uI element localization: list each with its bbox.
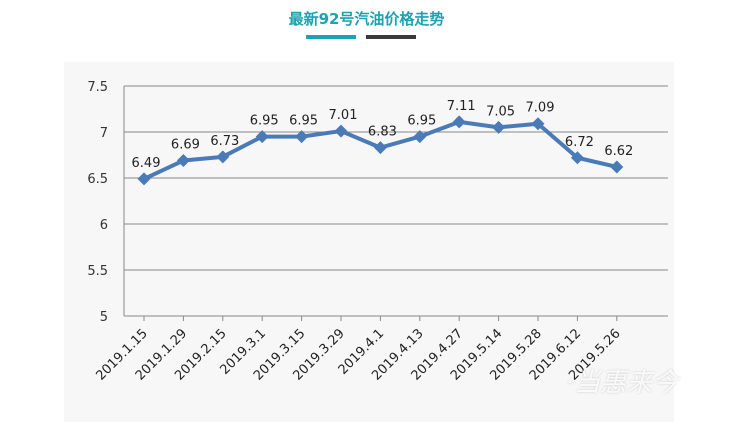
y-tick-label: 5	[100, 310, 108, 325]
data-label: 6.83	[368, 125, 397, 140]
title-underline-dark	[366, 35, 416, 39]
data-label: 6.62	[604, 144, 633, 159]
data-label: 6.73	[210, 134, 239, 149]
y-tick-label: 5.5	[87, 264, 108, 279]
data-label: 6.69	[171, 138, 200, 153]
data-point	[373, 141, 387, 155]
data-label: 6.95	[407, 114, 436, 129]
data-label: 6.95	[289, 114, 318, 129]
y-tick-label: 7.5	[87, 80, 108, 95]
data-label: 7.11	[447, 99, 476, 114]
data-point	[610, 160, 624, 174]
data-point	[570, 151, 584, 165]
y-tick-label: 6	[100, 218, 108, 233]
data-label: 6.49	[132, 156, 161, 171]
title-underline-accent	[306, 35, 356, 39]
chart-background	[64, 62, 674, 422]
data-point	[413, 130, 427, 144]
y-tick-label: 7	[100, 126, 108, 141]
data-point	[176, 154, 190, 168]
data-point	[216, 150, 230, 164]
watermark: ·当惠来今	[566, 368, 679, 398]
data-point	[492, 120, 506, 134]
data-label: 7.01	[329, 108, 358, 123]
data-label: 7.09	[526, 101, 555, 116]
data-point	[295, 130, 309, 144]
data-point	[255, 130, 269, 144]
chart-title: 最新92号汽油价格走势	[288, 10, 445, 28]
data-point	[531, 117, 545, 131]
data-label: 6.72	[565, 135, 594, 150]
y-tick-label: 6.5	[87, 172, 108, 187]
data-point	[452, 115, 466, 129]
data-label: 6.95	[250, 114, 279, 129]
data-point	[137, 172, 151, 186]
data-point	[334, 124, 348, 138]
data-label: 7.05	[486, 104, 515, 119]
